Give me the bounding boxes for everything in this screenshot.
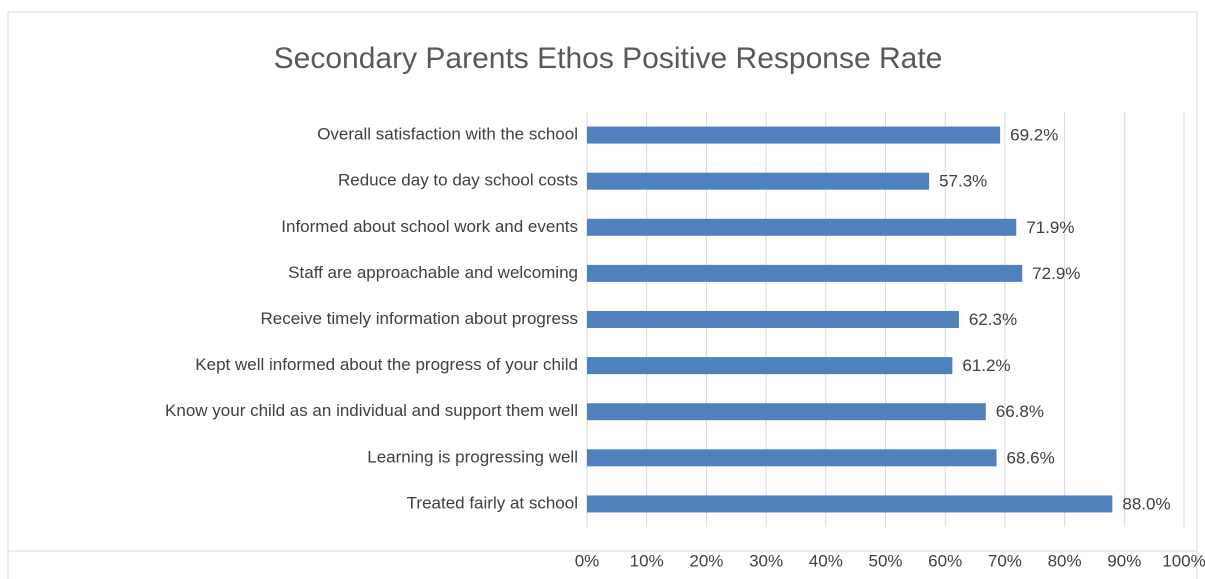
bar [587, 264, 1023, 282]
data-label: 71.9% [1026, 218, 1074, 237]
bar [587, 218, 1017, 236]
y-tick-label: Treated fairly at school [407, 493, 578, 512]
data-label: 57.3% [939, 172, 987, 191]
bar [587, 357, 953, 375]
x-tick-label: 100% [1162, 551, 1205, 570]
x-tick-label: 40% [809, 551, 843, 570]
y-tick-label: Kept well informed about the progress of… [195, 355, 578, 374]
data-label: 68.6% [1007, 448, 1055, 467]
x-tick-label: 50% [868, 551, 902, 570]
x-tick-label: 0% [575, 551, 600, 570]
x-tick-label: 10% [630, 551, 664, 570]
y-tick-label: Informed about school work and events [281, 217, 578, 236]
data-label: 62.3% [969, 310, 1017, 329]
y-tick-label: Overall satisfaction with the school [317, 125, 578, 144]
chart-border [7, 11, 1198, 579]
bar [587, 126, 1001, 144]
y-tick-label: Receive timely information about progres… [261, 309, 578, 328]
x-tick-label: 30% [749, 551, 783, 570]
y-tick-label: Staff are approachable and welcoming [288, 263, 578, 282]
x-tick-label: 70% [988, 551, 1022, 570]
data-label: 66.8% [996, 402, 1044, 421]
data-label: 72.9% [1032, 264, 1080, 283]
bar [587, 449, 997, 467]
bar [587, 403, 986, 421]
data-label: 61.2% [962, 356, 1010, 375]
x-tick-label: 20% [689, 551, 723, 570]
bar [587, 172, 930, 190]
x-tick-label: 80% [1048, 551, 1082, 570]
data-label: 88.0% [1122, 494, 1170, 513]
x-tick-label: 60% [928, 551, 962, 570]
y-tick-label: Reduce day to day school costs [338, 171, 578, 190]
data-label: 69.2% [1010, 126, 1058, 145]
bar [587, 311, 959, 328]
y-tick-label: Learning is progressing well [367, 447, 578, 466]
x-tick-label: 90% [1107, 551, 1141, 570]
bar [587, 495, 1113, 513]
chart-title: Secondary Parents Ethos Positive Respons… [274, 42, 943, 75]
y-tick-label: Know your child as an individual and sup… [165, 401, 578, 420]
